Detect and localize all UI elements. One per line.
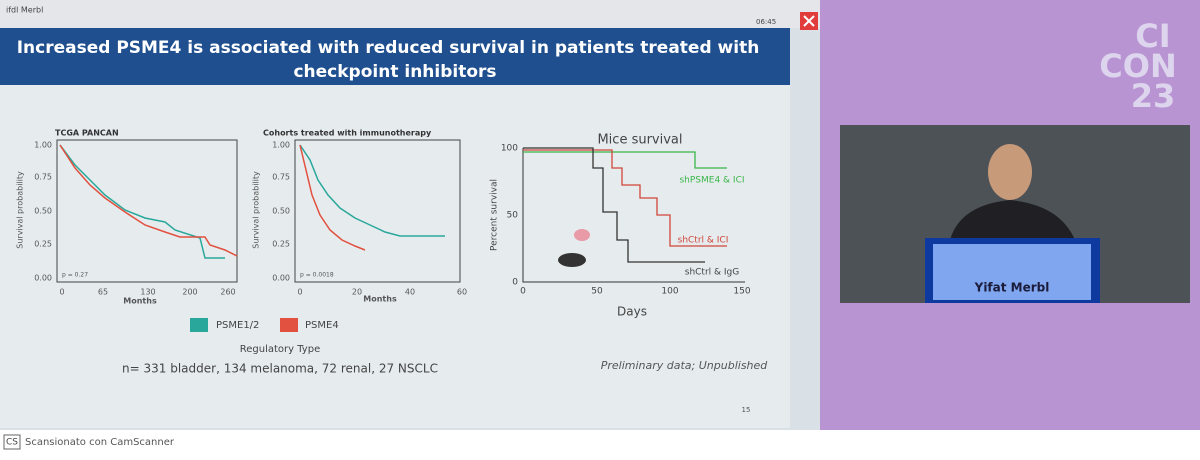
panel-title: TCGA PANCAN	[55, 129, 119, 138]
plot-frame	[56, 139, 238, 283]
page-number: 15	[742, 406, 751, 414]
x-tick-label: 40	[405, 288, 415, 297]
x-tick-label: 60	[457, 288, 467, 297]
series-label: shPSME4 & ICI	[679, 176, 744, 186]
series-label: shCtrl & IgG	[685, 268, 740, 278]
x-tick-label: 100	[661, 287, 678, 297]
legend-swatch	[190, 318, 208, 332]
x-tick-label: 0	[520, 287, 526, 297]
curve-psme12	[299, 144, 445, 237]
y-tick-label: 0	[512, 278, 518, 288]
window-app: ifdl Merbl	[6, 6, 43, 15]
logo-line: 23	[1131, 77, 1176, 115]
slide-title: checkpoint inhibitors	[293, 62, 496, 82]
curve-psme4	[299, 144, 366, 251]
footer	[0, 430, 1200, 456]
y-tick-label: 50	[507, 211, 519, 221]
x-tick-label: 20	[352, 288, 362, 297]
y-axis-label: Percent survival	[490, 179, 500, 251]
slide-title: Increased PSME4 is associated with reduc…	[17, 38, 760, 58]
y-tick-label: 0.25	[272, 240, 290, 249]
legend-label: PSME1/2	[216, 320, 259, 331]
logo-line: CI	[1135, 17, 1170, 55]
x-tick-label: 0	[297, 288, 302, 297]
x-tick-label: 260	[220, 288, 235, 297]
y-tick-label: 0.75	[34, 173, 52, 182]
slide	[0, 28, 790, 428]
speaker-name: Yifat Merbl	[974, 281, 1050, 295]
x-tick-label: 0	[59, 288, 64, 297]
curve-shctrl-ici	[523, 149, 727, 247]
axes	[522, 148, 745, 283]
logo: CI CON 23	[1099, 17, 1176, 115]
nameplate	[933, 244, 1091, 300]
title-band	[0, 28, 790, 85]
km-panel: Cohorts treated with immunotherapy 1.00 …	[252, 129, 468, 304]
y-tick-label: 100	[501, 144, 518, 154]
footer-text: Scansionato con CamScanner	[25, 437, 175, 448]
y-axis-label: Survival probability	[252, 171, 261, 249]
p-value: p = 0.27	[62, 272, 88, 279]
lung-icon	[574, 229, 590, 241]
panel-title: Cohorts treated with immunotherapy	[263, 129, 432, 138]
x-axis-label: Days	[617, 305, 647, 319]
x-tick-label: 200	[182, 288, 197, 297]
sample-note: n= 331 bladder, 134 melanoma, 72 renal, …	[122, 362, 438, 376]
y-tick-label: 0.75	[272, 173, 290, 182]
x-tick-label: 150	[733, 287, 750, 297]
curve-shctrl-igg	[523, 147, 705, 263]
y-tick-label: 0.00	[34, 274, 52, 283]
y-tick-label: 0.25	[34, 240, 52, 249]
close-icon	[803, 15, 815, 27]
footer-badge-box	[3, 434, 21, 450]
speaker-head	[988, 144, 1032, 200]
km-panel: TCGA PANCAN 1.00 0.75 0.50 0.25 0.00 0 6…	[16, 129, 238, 306]
logo-line: CON	[1099, 47, 1176, 85]
curve-shpsme4	[523, 151, 727, 169]
legend-title: Regulatory Type	[240, 344, 320, 355]
y-tick-label: 0.00	[272, 274, 290, 283]
legend-swatch	[280, 318, 298, 332]
plot-frame	[294, 139, 461, 283]
x-tick-label: 50	[591, 287, 603, 297]
p-value: p = 0.0018	[300, 272, 334, 279]
timer: 06:45	[756, 18, 776, 26]
x-axis-label: Months	[363, 295, 397, 304]
footnote: Preliminary data; Unpublished	[601, 359, 769, 372]
y-tick-label: 0.50	[34, 207, 52, 216]
x-tick-label: 130	[140, 288, 155, 297]
curve-psme12	[59, 144, 225, 259]
x-axis-label: Months	[123, 297, 157, 306]
mouse-icon	[558, 253, 586, 267]
y-tick-label: 1.00	[34, 141, 52, 150]
speaker-body	[950, 200, 1075, 240]
legend-label: PSME4	[305, 320, 339, 331]
x-tick-label: 65	[98, 288, 108, 297]
series-label: shCtrl & ICI	[678, 236, 729, 246]
footer-badge: CS	[6, 438, 18, 448]
panel-title: Mice survival	[597, 133, 682, 148]
y-tick-label: 1.00	[272, 141, 290, 150]
window-bar	[0, 0, 820, 28]
y-axis-label: Survival probability	[16, 171, 25, 249]
mice-panel: Mice survival 100 50 0 0 50 100 150 Days…	[490, 133, 751, 319]
y-tick-label: 0.50	[272, 207, 290, 216]
curve-psme4	[59, 144, 238, 257]
